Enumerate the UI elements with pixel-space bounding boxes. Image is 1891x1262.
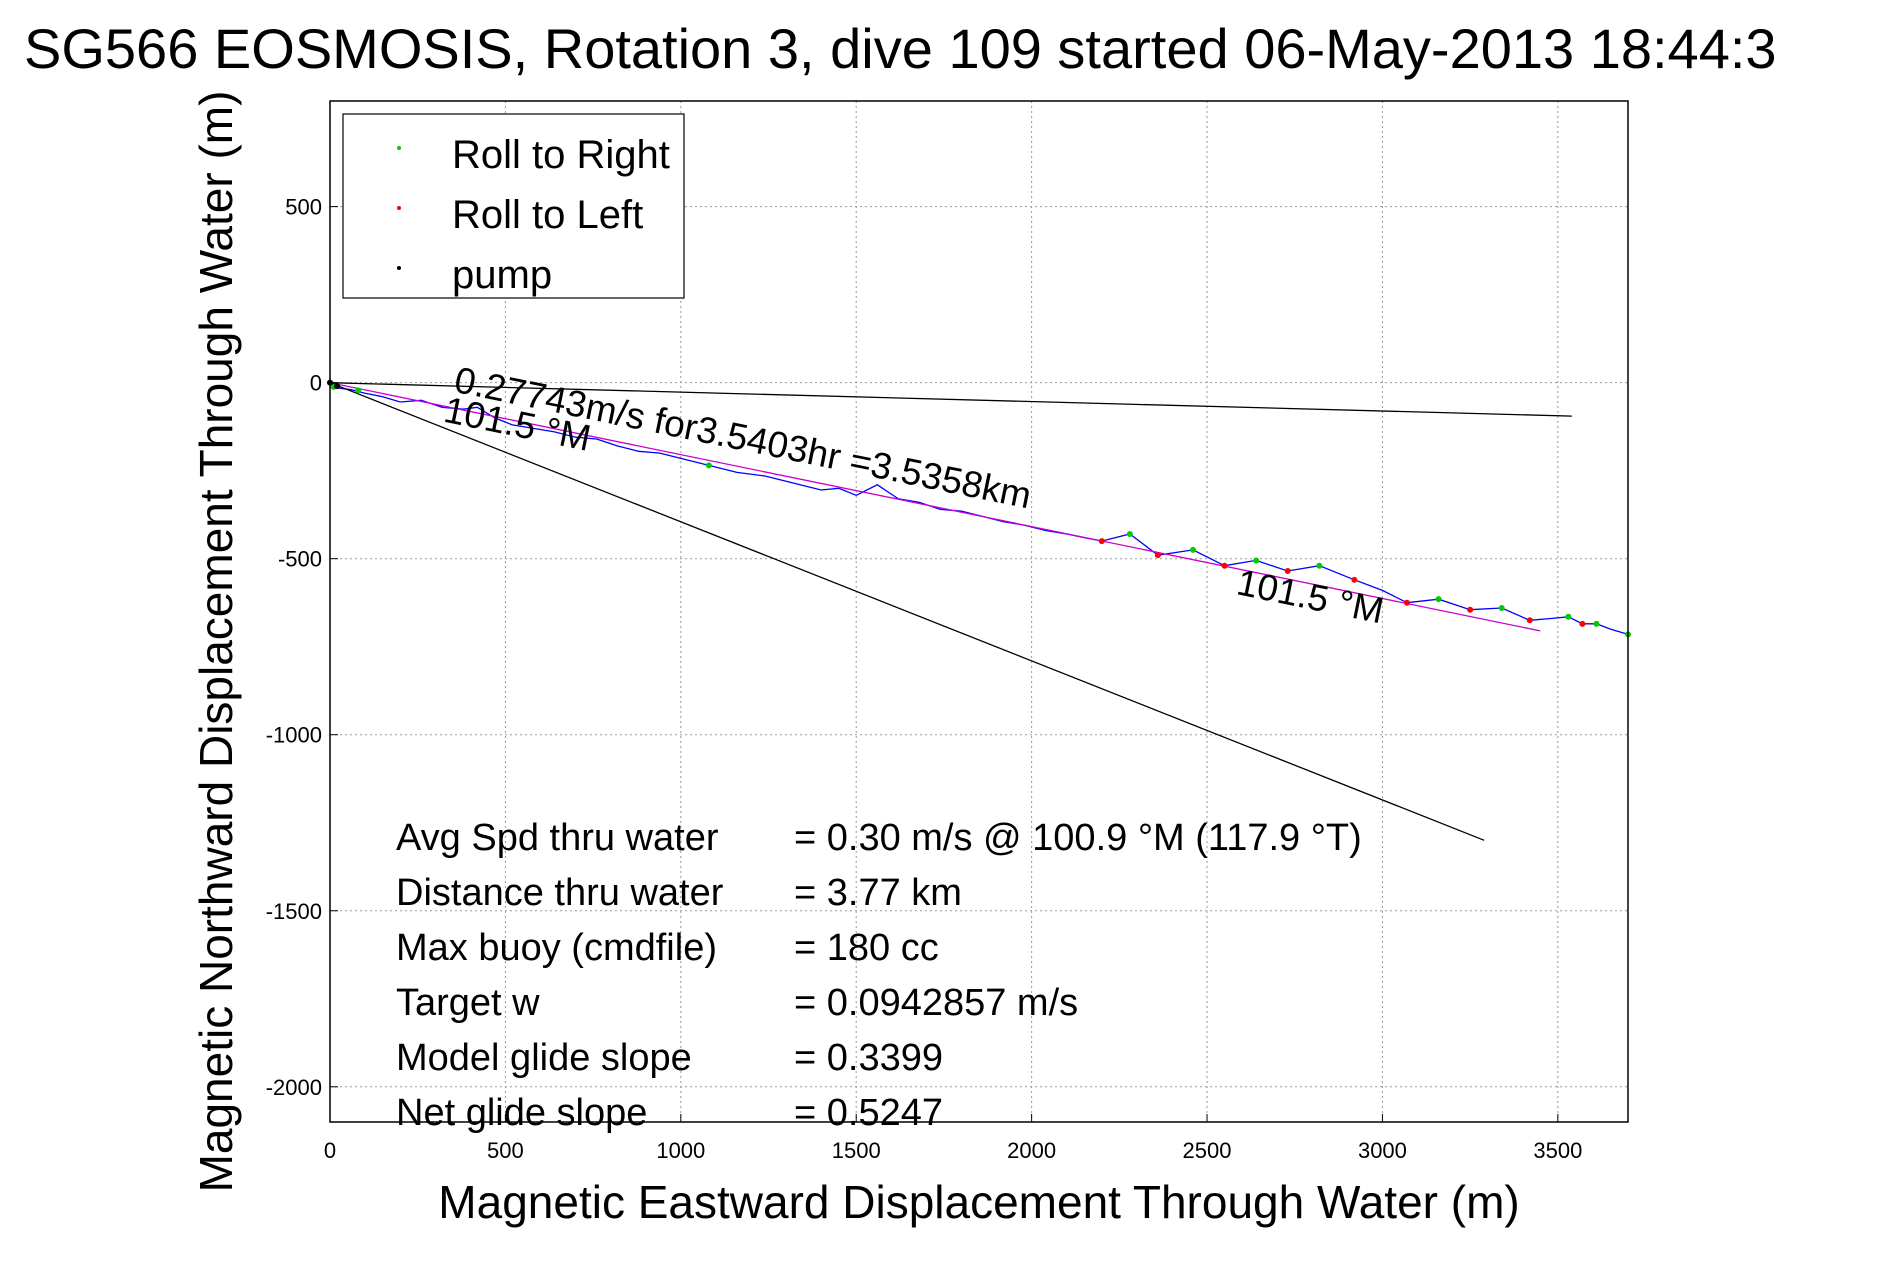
legend-entry-roll-left: Roll to Left <box>452 193 643 237</box>
x-axis-label: Magnetic Eastward Displacement Through W… <box>438 1176 1519 1228</box>
x-tick-label: 1000 <box>656 1138 705 1163</box>
legend-marker-roll-left <box>397 206 401 210</box>
x-tick-label: 0 <box>324 1138 336 1163</box>
legend-entry-roll-right: Roll to Right <box>452 133 670 177</box>
stat-label-target-w: Target w <box>396 982 540 1024</box>
x-tick-label: 3500 <box>1533 1138 1582 1163</box>
point-roll-left <box>1467 606 1474 613</box>
point-roll-left <box>1579 620 1586 627</box>
point-roll-right <box>705 462 712 469</box>
point-roll-right <box>1565 613 1572 620</box>
stat-value-max-buoy: = 180 cc <box>794 927 939 969</box>
tick-layer: 0 500 1000 1500 2000 2500 3000 3500 500 0 -500 -100… <box>266 195 1583 1163</box>
point-roll-left <box>1284 568 1291 575</box>
stat-value-distance: = 3.77 km <box>794 872 962 914</box>
y-axis-label: Magnetic Northward Displacement Through … <box>190 91 242 1193</box>
point-roll-left <box>1526 617 1533 624</box>
point-roll-right <box>1316 562 1323 569</box>
series-current-line <box>329 382 1572 417</box>
series-track-line <box>329 382 1629 636</box>
stat-value-avg-speed: = 0.30 m/s @ 100.9 °M (117.9 °T) <box>794 817 1362 859</box>
legend-entry-pump: pump <box>452 253 552 297</box>
point-roll-right <box>1253 557 1260 564</box>
x-tick-label: 2500 <box>1183 1138 1232 1163</box>
point-roll-left <box>1221 562 1228 569</box>
stat-label-net-glide: Net glide slope <box>396 1092 647 1134</box>
y-tick-label: 0 <box>310 371 322 396</box>
stat-label-model-glide: Model glide slope <box>396 1037 692 1079</box>
legend-marker-roll-right <box>397 146 401 150</box>
point-roll-left <box>1154 552 1161 559</box>
y-tick-label: -500 <box>278 547 322 572</box>
point-roll-left <box>1098 538 1105 545</box>
x-tick-label: 500 <box>487 1138 524 1163</box>
legend-marker-pump <box>397 266 401 270</box>
stats-block: Avg Spd thru water = 0.30 m/s @ 100.9 °M… <box>396 817 1362 1134</box>
series-heading-reference-line <box>329 382 1485 841</box>
point-roll-right <box>1593 620 1600 627</box>
stat-label-distance: Distance thru water <box>396 872 724 914</box>
points-layer <box>327 379 1631 638</box>
x-tick-label: 3000 <box>1358 1138 1407 1163</box>
point-roll-right <box>1498 604 1505 611</box>
point-pump <box>334 383 341 390</box>
point-roll-right <box>1126 531 1133 538</box>
series-heading-line <box>329 382 1541 632</box>
plot-area-frame <box>329 100 1629 1123</box>
annotation-2: 101.5 °M <box>1233 562 1387 632</box>
y-tick-label: -2000 <box>266 1075 322 1100</box>
stat-value-net-glide: = 0.5247 <box>794 1092 943 1134</box>
point-roll-right <box>1435 596 1442 603</box>
series-layer <box>329 382 1629 841</box>
point-roll-left <box>1403 599 1410 606</box>
point-roll-left <box>1351 576 1358 583</box>
legend: Roll to Right Roll to Left pump <box>342 113 685 299</box>
stat-label-max-buoy: Max buoy (cmdfile) <box>396 927 717 969</box>
stat-value-model-glide: = 0.3399 <box>794 1037 943 1079</box>
y-tick-label: -1000 <box>266 723 322 748</box>
y-tick-label: 500 <box>285 195 322 220</box>
point-roll-right <box>355 387 362 394</box>
chart-title: SG566 EOSMOSIS, Rotation 3, dive 109 sta… <box>24 17 1777 80</box>
y-tick-label: -1500 <box>266 899 322 924</box>
x-tick-label: 2000 <box>1007 1138 1056 1163</box>
stat-value-target-w: = 0.0942857 m/s <box>794 982 1078 1024</box>
point-roll-right <box>1189 546 1196 553</box>
stat-label-avg-speed: Avg Spd thru water <box>396 817 719 859</box>
x-tick-label: 1500 <box>832 1138 881 1163</box>
